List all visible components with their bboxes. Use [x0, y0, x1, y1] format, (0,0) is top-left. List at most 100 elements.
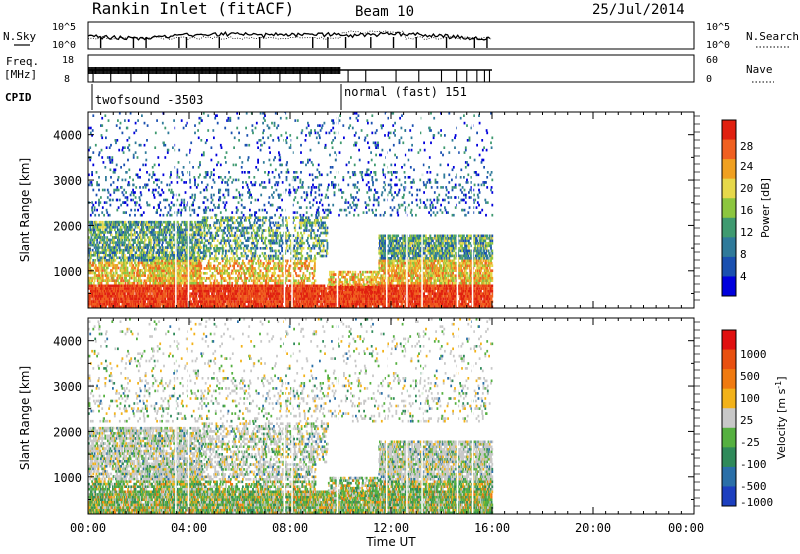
power-cell	[404, 292, 406, 295]
freq-tick-top: 18	[62, 55, 74, 66]
power-cell	[419, 285, 421, 288]
power-cell	[434, 285, 436, 288]
power-cell	[363, 300, 365, 303]
power-cell	[94, 239, 96, 242]
power-cell	[270, 300, 272, 303]
power-cell	[294, 285, 296, 288]
power-cell	[97, 267, 99, 270]
power-cell	[318, 292, 320, 295]
nave-tick-bottom: 0	[706, 74, 712, 85]
power-cell	[411, 300, 413, 303]
power-cell	[298, 285, 300, 288]
power-cell	[270, 290, 272, 293]
power-cell	[89, 259, 91, 262]
power-cell	[98, 259, 100, 262]
power-cell	[137, 300, 139, 303]
power-cell	[102, 264, 104, 267]
power-cell	[92, 249, 94, 252]
nsky-label: N.Sky	[3, 30, 36, 43]
power-cell	[96, 300, 98, 303]
power-cell	[145, 303, 147, 306]
beam-label: Beam 10	[355, 4, 414, 20]
power-cell	[224, 292, 226, 295]
power-cell	[491, 290, 493, 293]
power-cell	[394, 300, 396, 303]
power-cell	[104, 292, 106, 295]
power-cell	[89, 226, 91, 229]
cpid-label: CPID	[5, 91, 32, 104]
power-heatmap	[88, 112, 493, 308]
power-cell	[480, 300, 482, 303]
power-cell	[120, 298, 122, 301]
nsearch-label: N.Search	[746, 30, 799, 43]
power-cell	[409, 295, 411, 298]
power-cell	[248, 303, 250, 306]
power-cell	[104, 226, 106, 229]
power-cell	[234, 303, 236, 306]
power-cell	[430, 287, 432, 290]
power-cell	[432, 292, 434, 295]
power-cell	[94, 259, 96, 262]
power-cell	[105, 279, 107, 282]
power-cell	[195, 295, 197, 298]
power-cell	[94, 277, 96, 280]
power-cell	[324, 285, 326, 288]
power-cell	[159, 298, 161, 301]
power-cell	[94, 226, 96, 229]
power-cell	[221, 300, 223, 303]
power-cell	[92, 259, 94, 262]
power-cell	[178, 300, 180, 303]
power-cell	[95, 285, 97, 288]
power-cell	[485, 300, 487, 303]
power-cell	[418, 292, 420, 295]
power-cell	[444, 285, 446, 288]
power-cell	[98, 279, 100, 282]
power-cell	[150, 292, 152, 295]
power-cell	[312, 287, 314, 290]
power-cell	[144, 300, 146, 303]
power-cell	[278, 303, 280, 306]
power-cell	[397, 303, 399, 306]
power-cell	[208, 292, 210, 295]
power-cell	[486, 287, 488, 290]
power-cell	[91, 236, 93, 239]
power-cell	[224, 300, 226, 303]
power-cell	[432, 300, 434, 303]
power-cell	[98, 272, 100, 275]
power-cell	[470, 300, 472, 303]
power-cell	[245, 298, 247, 301]
power-cell	[109, 298, 111, 301]
power-cell	[101, 241, 103, 244]
power-cell	[176, 292, 178, 295]
power-cell	[160, 303, 162, 306]
power-cell	[185, 298, 187, 301]
power-cell	[180, 285, 182, 288]
power-cell	[221, 290, 223, 293]
power-cell	[324, 287, 326, 290]
power-cell	[89, 282, 91, 285]
freq-label: Freq.	[6, 55, 39, 68]
power-cell	[474, 287, 476, 290]
power-cell	[89, 244, 91, 247]
power-cell	[160, 287, 162, 290]
power-cell	[103, 239, 105, 242]
power-cell	[101, 262, 103, 265]
power-cell	[315, 295, 317, 298]
power-cell	[104, 257, 106, 260]
power-cell	[434, 290, 436, 293]
freq-units: [MHz]	[4, 68, 37, 81]
power-cell	[480, 290, 482, 293]
power-cell	[403, 290, 405, 293]
power-cell	[151, 285, 153, 288]
nsky-panel: N.Sky 10^5 10^0 10^5 10^0 N.Search	[3, 22, 799, 51]
power-cell	[90, 298, 92, 301]
power-cell	[440, 298, 442, 301]
power-cell	[96, 239, 98, 242]
power-cell	[152, 295, 154, 298]
power-cell	[98, 249, 100, 252]
power-cell	[321, 298, 323, 301]
power-cell	[491, 285, 493, 288]
power-cell	[244, 303, 246, 306]
power-cell	[142, 290, 144, 293]
